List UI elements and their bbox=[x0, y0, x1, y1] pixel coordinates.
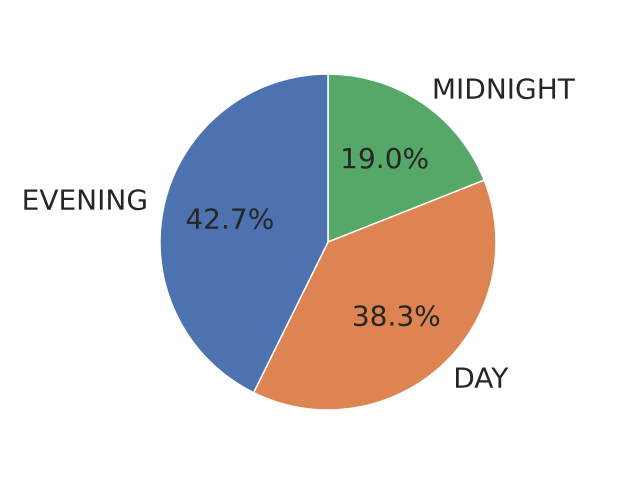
category-label-midnight: MIDNIGHT bbox=[432, 73, 576, 106]
pie-labels: MIDNIGHT 19.0% DAY 38.3% EVENING 42.7% bbox=[22, 73, 576, 395]
pie-slice-day bbox=[252, 179, 497, 411]
category-label-evening: EVENING bbox=[22, 183, 148, 216]
pie-slices bbox=[159, 73, 497, 411]
percent-label-day: 38.3% bbox=[352, 300, 441, 333]
percent-label-evening: 42.7% bbox=[185, 203, 274, 236]
pie-slice-midnight bbox=[327, 73, 486, 244]
category-label-day: DAY bbox=[453, 361, 509, 394]
percent-label-midnight: 19.0% bbox=[340, 142, 429, 175]
pie-slice-evening bbox=[159, 73, 329, 394]
